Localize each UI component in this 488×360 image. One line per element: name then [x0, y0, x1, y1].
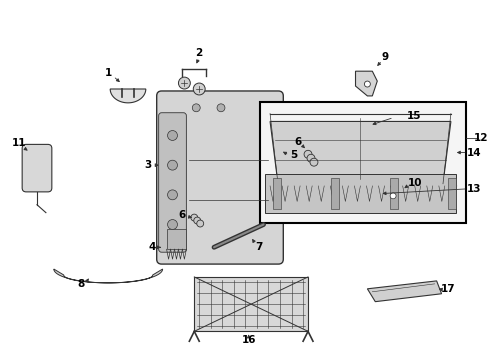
Bar	[331, 178, 339, 209]
Polygon shape	[269, 121, 450, 184]
Text: 12: 12	[472, 133, 487, 143]
Circle shape	[309, 158, 317, 166]
Circle shape	[304, 150, 311, 158]
Bar	[194, 277, 307, 331]
Circle shape	[389, 193, 395, 199]
Circle shape	[167, 190, 177, 200]
Bar	[389, 178, 397, 209]
Circle shape	[167, 220, 177, 229]
Polygon shape	[366, 281, 441, 302]
Polygon shape	[166, 229, 186, 249]
Bar	[272, 178, 281, 209]
Text: 13: 13	[466, 184, 480, 194]
Text: 5: 5	[290, 150, 297, 160]
Bar	[260, 102, 465, 223]
Text: 4: 4	[148, 242, 155, 252]
Text: 16: 16	[241, 335, 255, 345]
Bar	[264, 174, 455, 213]
Text: 1: 1	[104, 68, 112, 78]
FancyBboxPatch shape	[158, 113, 186, 252]
Text: 8: 8	[77, 279, 84, 289]
Text: 9: 9	[381, 52, 388, 62]
Circle shape	[306, 154, 314, 162]
Circle shape	[192, 104, 200, 112]
Circle shape	[190, 214, 197, 221]
Text: 14: 14	[466, 148, 480, 158]
Bar	[447, 178, 455, 209]
Polygon shape	[385, 188, 402, 204]
Circle shape	[217, 104, 224, 112]
Text: 3: 3	[144, 160, 151, 170]
Text: 2: 2	[195, 48, 203, 58]
FancyBboxPatch shape	[22, 144, 52, 192]
Text: 17: 17	[440, 284, 455, 294]
Text: 11: 11	[12, 138, 26, 148]
FancyBboxPatch shape	[156, 91, 283, 264]
Circle shape	[196, 220, 203, 227]
Text: 6: 6	[294, 138, 301, 147]
Text: 15: 15	[407, 111, 421, 121]
Circle shape	[364, 81, 369, 87]
Circle shape	[167, 131, 177, 140]
Circle shape	[178, 77, 190, 89]
Circle shape	[193, 217, 200, 224]
Circle shape	[167, 160, 177, 170]
Text: 6: 6	[179, 210, 185, 220]
Polygon shape	[355, 71, 377, 96]
Text: 10: 10	[407, 178, 421, 188]
Circle shape	[193, 83, 205, 95]
Polygon shape	[110, 89, 145, 103]
Polygon shape	[54, 269, 163, 283]
Text: 7: 7	[254, 242, 262, 252]
